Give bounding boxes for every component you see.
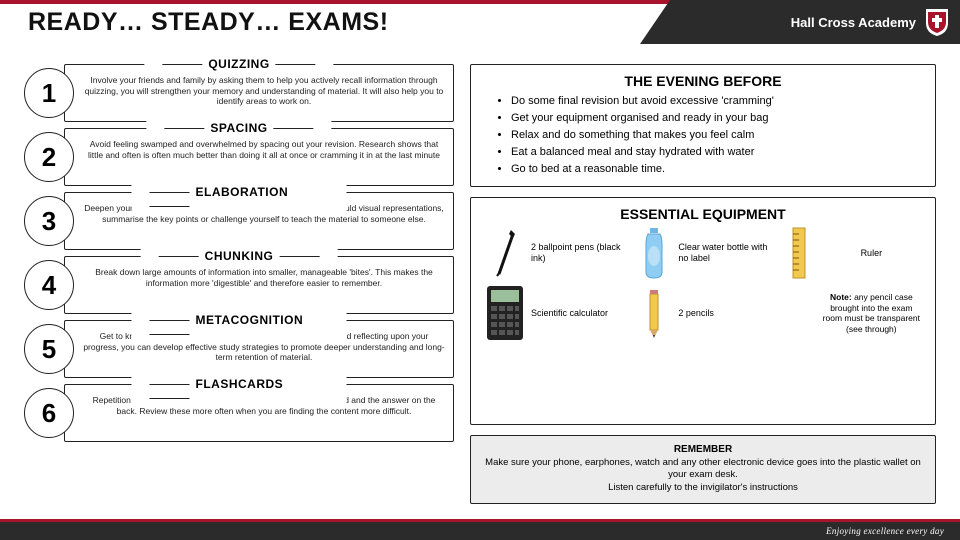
strategy-title: SPACING [146, 121, 331, 135]
equipment-grid: 2 ballpoint pens (black ink) Clear water… [485, 226, 921, 342]
top-bar: READY… STEADY… EXAMS! Hall Cross Academy [0, 0, 960, 44]
evening-before-list: Do some final revision but avoid excessi… [485, 93, 921, 178]
school-crest-icon [924, 7, 950, 37]
note-label: Note: [830, 292, 852, 302]
strategy-item: 4CHUNKINGBreak down large amounts of inf… [24, 256, 454, 314]
evening-before-panel: THE EVENING BEFORE Do some final revisio… [470, 64, 936, 187]
pencil-icon [639, 286, 669, 340]
water-bottle-icon [638, 226, 670, 280]
ruler-label: Ruler [822, 248, 921, 259]
evening-list-item: Relax and do something that makes you fe… [511, 127, 921, 144]
calculator-icon [485, 284, 525, 342]
pen-icon [487, 228, 523, 278]
bottle-label: Clear water bottle with no label [678, 242, 777, 264]
page-title: READY… STEADY… EXAMS! [28, 8, 389, 37]
pens-label: 2 ballpoint pens (black ink) [531, 242, 630, 264]
remember-panel: REMEMBER Make sure your phone, earphones… [470, 435, 936, 504]
remember-line1: Make sure your phone, earphones, watch a… [485, 457, 921, 483]
strategy-item: 5METACOGNITIONGet to know what works for… [24, 320, 454, 378]
strategy-body: Avoid feeling swamped and overwhelmed by… [83, 133, 445, 160]
strategy-body: Break down large amounts of information … [83, 261, 445, 288]
right-column: THE EVENING BEFORE Do some final revisio… [470, 64, 936, 504]
strategies-column: 1QUIZZINGInvolve your friends and family… [24, 64, 454, 504]
equipment-panel: ESSENTIAL EQUIPMENT 2 ballpoint pens (bl… [470, 197, 936, 424]
strategy-box: QUIZZINGInvolve your friends and family … [64, 64, 454, 122]
equipment-note: Note: any pencil case brought into the e… [822, 292, 921, 335]
strategy-title: FLASHCARDS [132, 377, 347, 405]
strategy-number: 5 [24, 324, 74, 374]
strategy-title: METACOGNITION [132, 313, 347, 341]
strategy-number: 4 [24, 260, 74, 310]
strategy-title: QUIZZING [144, 57, 333, 71]
strategy-item: 1QUIZZINGInvolve your friends and family… [24, 64, 454, 122]
footer-red-stripe [0, 519, 960, 522]
footer-bar: Enjoying excellence every day [0, 522, 960, 540]
academy-name: Hall Cross Academy [791, 15, 916, 30]
evening-list-item: Get your equipment organised and ready i… [511, 110, 921, 127]
strategy-title: CHUNKING [141, 249, 338, 263]
strategy-item: 3ELABORATIONDeepen your understanding ra… [24, 192, 454, 250]
strategy-box: SPACINGAvoid feeling swamped and overwhe… [64, 128, 454, 186]
strategy-box: CHUNKINGBreak down large amounts of info… [64, 256, 454, 314]
evening-before-title: THE EVENING BEFORE [485, 73, 921, 89]
strategy-box: METACOGNITIONGet to know what works for … [64, 320, 454, 378]
strategy-item: 6FLASHCARDSRepetition, repetition, repet… [24, 384, 454, 442]
remember-line2: Listen carefully to the invigilator's in… [485, 482, 921, 495]
content-area: 1QUIZZINGInvolve your friends and family… [24, 64, 936, 504]
strategy-number: 3 [24, 196, 74, 246]
ruler-icon [785, 226, 815, 280]
equipment-title: ESSENTIAL EQUIPMENT [485, 206, 921, 222]
strategy-box: FLASHCARDSRepetition, repetition, repeti… [64, 384, 454, 442]
evening-list-item: Do some final revision but avoid excessi… [511, 93, 921, 110]
pencils-label: 2 pencils [678, 308, 777, 319]
evening-list-item: Go to bed at a reasonable time. [511, 161, 921, 178]
remember-title: REMEMBER [485, 444, 921, 455]
strategy-title: ELABORATION [132, 185, 347, 213]
strategy-item: 2SPACINGAvoid feeling swamped and overwh… [24, 128, 454, 186]
footer-tagline: Enjoying excellence every day [826, 526, 944, 536]
top-bar-right: Hall Cross Academy [640, 0, 960, 44]
calculator-label: Scientific calculator [531, 308, 630, 319]
strategy-number: 1 [24, 68, 74, 118]
strategy-number: 6 [24, 388, 74, 438]
strategy-box: ELABORATIONDeepen your understanding rat… [64, 192, 454, 250]
evening-list-item: Eat a balanced meal and stay hydrated wi… [511, 144, 921, 161]
strategy-body: Involve your friends and family by askin… [83, 69, 445, 107]
strategy-number: 2 [24, 132, 74, 182]
